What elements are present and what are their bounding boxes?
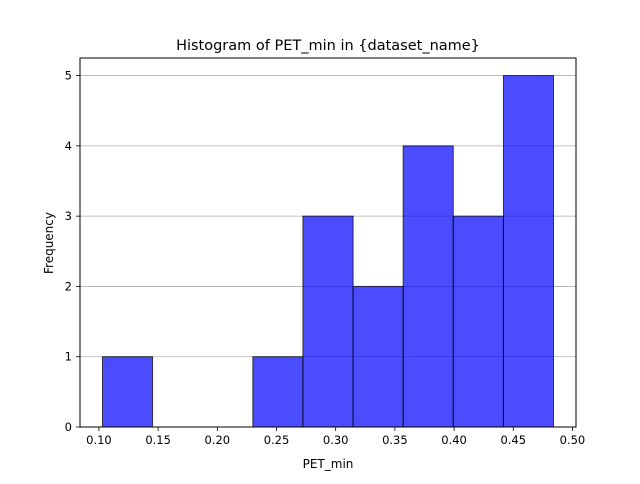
histogram-bar-7 [452, 215, 504, 428]
histogram-bar-3 [252, 356, 304, 428]
x-axis-ticks: 0.10 0.15 0.20 0.25 0.30 0.35 0.40 0.45 0.50 [86, 427, 585, 447]
y-tick-label-2: 2 [65, 279, 72, 293]
y-tick-label-5: 5 [65, 69, 72, 83]
y-tick-label-0: 0 [65, 420, 72, 434]
y-axis-label: Frequency [42, 212, 56, 274]
histogram-bar-8 [502, 75, 555, 428]
x-tick-label-0: 0.10 [86, 433, 112, 447]
x-tick-label-2: 0.20 [205, 433, 231, 447]
x-tick-label-3: 0.25 [264, 433, 290, 447]
histogram-bar-5 [352, 285, 404, 428]
bars [101, 75, 555, 428]
histogram-bar-6 [402, 145, 454, 428]
x-tick-label-8: 0.50 [560, 433, 586, 447]
y-axis-ticks: 0 1 2 3 4 5 [65, 69, 80, 434]
plot-frame [79, 57, 577, 428]
y-tick-label-3: 3 [65, 209, 72, 223]
x-tick-label-5: 0.35 [382, 433, 408, 447]
axes [79, 57, 577, 428]
x-tick-label-6: 0.40 [441, 433, 467, 447]
x-tick-label-4: 0.30 [323, 433, 349, 447]
x-tick-label-7: 0.45 [500, 433, 526, 447]
histogram-bar-0 [101, 356, 154, 428]
x-tick-label-1: 0.15 [145, 433, 171, 447]
x-axis-label: PET_min [303, 457, 354, 471]
y-tick-label-1: 1 [65, 350, 72, 364]
y-tick-label-4: 4 [65, 139, 72, 153]
chart-title: Histogram of PET_min in {dataset_name} [176, 38, 480, 54]
histogram-bar-4 [302, 215, 354, 428]
